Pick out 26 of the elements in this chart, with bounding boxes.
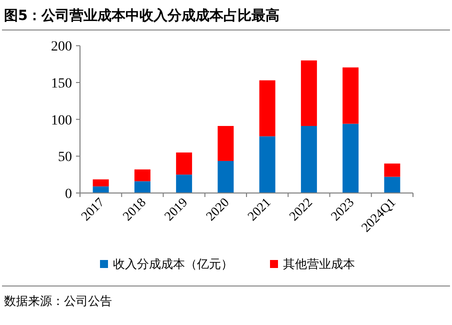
bar (342, 67, 359, 124)
bar (300, 60, 317, 126)
y-tick-label: 150 (51, 76, 72, 92)
bar (342, 124, 359, 193)
bar (176, 174, 192, 193)
bar (259, 136, 276, 193)
bar (176, 152, 192, 175)
legend-label: 其他营业成本 (283, 257, 355, 271)
bar (134, 169, 150, 182)
legend-label: 收入分成成本（亿元） (113, 257, 233, 271)
bar (384, 176, 400, 193)
bar (92, 179, 109, 186)
source-note: 数据来源：公司公告 (4, 294, 112, 308)
y-tick-label: 200 (51, 40, 72, 55)
bar (384, 164, 400, 177)
bar (218, 126, 234, 161)
bar (259, 80, 276, 136)
chart-title: 图5：公司营业成本中收入分成成本占比最高 (4, 7, 280, 24)
y-tick-label: 50 (58, 150, 72, 166)
bar (134, 181, 150, 193)
bar (92, 186, 109, 193)
x-tick-label: 2021 (244, 194, 274, 224)
y-tick-label: 100 (51, 113, 72, 128)
bar (218, 160, 234, 193)
y-tick-label: 0 (65, 187, 72, 202)
bar (300, 126, 317, 193)
